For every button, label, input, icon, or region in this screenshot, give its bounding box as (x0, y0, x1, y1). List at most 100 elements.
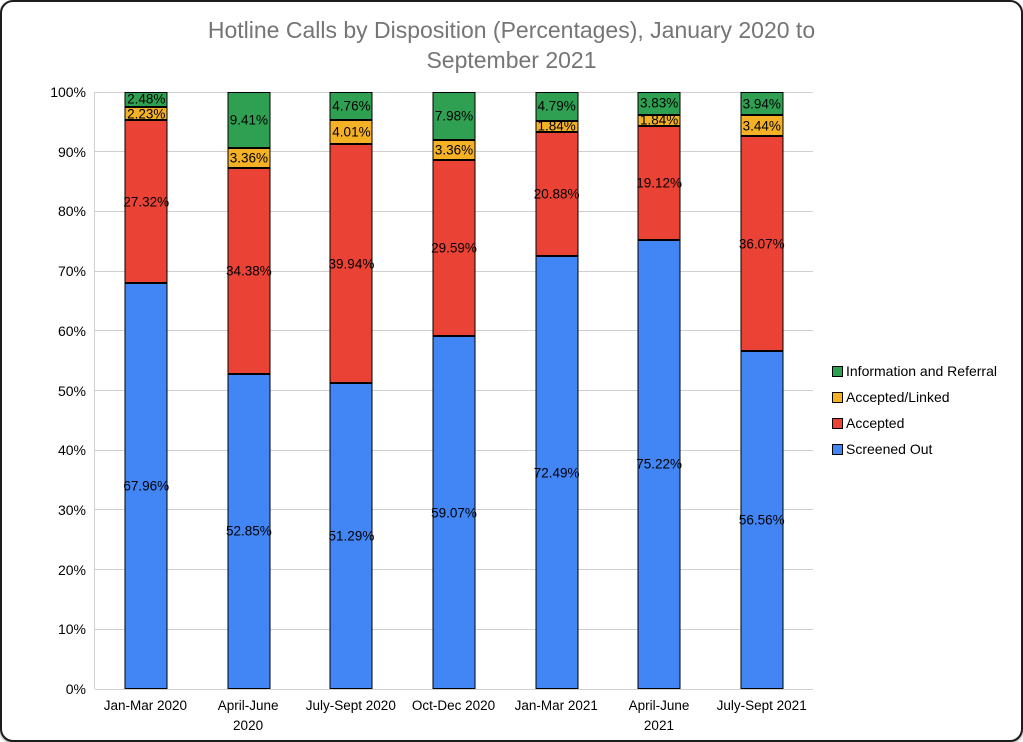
data-label: 2.23% (127, 106, 166, 122)
data-label: 20.88% (533, 186, 580, 202)
data-label: 75.22% (636, 456, 683, 472)
y-axis-tick-label: 60% (57, 322, 86, 339)
bar-slot: 56.56% 36.07% 3.44% 3.94% (710, 91, 813, 689)
bar-segment: 52.85% (225, 373, 272, 689)
data-label: 4.76% (332, 98, 371, 114)
x-axis-tick-label: Oct-Dec 2020 (411, 698, 496, 713)
data-label: 34.38% (225, 263, 272, 279)
bar-segment: 39.94% (328, 144, 375, 383)
bar-segment: 67.96% (123, 283, 170, 689)
data-label: 1.84% (640, 112, 679, 128)
gridline (95, 91, 813, 93)
data-label: 9.41% (229, 112, 268, 128)
bar-segment: 3.94% (740, 91, 784, 116)
data-label: 67.96% (123, 478, 170, 494)
bar-segment: 51.29% (328, 382, 375, 689)
bar-segment: 3.83% (637, 91, 681, 115)
plot-area: 67.96% 27.32% 2.23% 2.48% 52.85% 34.38% 3.36% 9… (94, 91, 813, 690)
legend-label: Information and Referral (846, 363, 997, 379)
x-axis-tick-label: July-Sept 2021 (716, 698, 807, 713)
bar-segment: 19.12% (636, 125, 683, 240)
bar-segment: 3.36% (432, 139, 476, 160)
stacked-bar: 51.29% 39.94% 4.01% 4.76% (328, 92, 375, 689)
data-label: 39.94% (328, 256, 375, 272)
stacked-bar: 75.22% 19.12% 1.84% 3.83% (636, 91, 683, 689)
data-label: 19.12% (636, 175, 683, 191)
stacked-bar: 67.96% 27.32% 2.23% 2.48% (123, 91, 170, 689)
stacked-bar: 59.07% 29.59% 3.36% 7.98% (431, 92, 477, 689)
bar-slot: 67.96% 27.32% 2.23% 2.48% (95, 92, 198, 689)
data-label: 56.56% (738, 512, 785, 528)
data-label: 51.29% (328, 528, 375, 544)
bar-segment: 72.49% (533, 256, 580, 689)
bar-segment: 2.48% (124, 91, 168, 107)
data-label: 27.32% (123, 194, 170, 210)
data-label: 1.84% (537, 118, 576, 134)
legend-item: Information and Referral (832, 358, 997, 384)
legend-swatch (832, 443, 843, 455)
data-label: 29.59% (431, 240, 477, 256)
data-label: 59.07% (431, 505, 477, 521)
x-axis-tick-label: April-June 2020 (217, 698, 279, 734)
x-axis-tick-label: Jan-Mar 2021 (514, 698, 598, 713)
bar-segment: 4.01% (329, 120, 373, 145)
y-axis-tick-label: 0% (65, 681, 86, 697)
y-axis-tick-label: 10% (57, 621, 86, 638)
stacked-bar: 56.56% 36.07% 3.44% 3.94% (738, 91, 785, 689)
legend-label: Screened Out (846, 441, 933, 457)
data-label: 3.36% (229, 150, 268, 166)
bar-segment: 3.36% (227, 148, 271, 169)
data-label: 4.01% (332, 124, 371, 140)
data-label: 36.07% (738, 236, 785, 252)
legend-item: Accepted (832, 410, 997, 436)
legend-item: Accepted/Linked (832, 384, 997, 410)
gridline (95, 688, 813, 690)
legend-label: Accepted (846, 415, 905, 431)
legend-item: Screened Out (832, 436, 997, 462)
x-axis-tick-label: Jan-Mar 2020 (103, 698, 187, 713)
y-axis-tick-label: 70% (57, 263, 86, 280)
bar-segment: 36.07% (738, 136, 785, 352)
bar-slot: 72.49% 20.88% 1.84% 4.79% (505, 92, 608, 689)
bar-segment: 9.41% (227, 92, 271, 149)
bar-segment: 4.76% (329, 92, 373, 121)
bar-segment: 1.84% (637, 112, 681, 128)
y-axis-tick-label: 40% (57, 442, 86, 459)
y-axis-tick-label: 50% (57, 382, 86, 399)
bar-segment: 56.56% (738, 351, 785, 689)
bar-segment: 2.23% (124, 106, 168, 122)
bar-segment: 4.79% (535, 92, 579, 121)
bar-slot: 59.07% 29.59% 3.36% 7.98% (403, 92, 506, 689)
y-axis-tick-label: 30% (57, 501, 86, 518)
legend-label: Accepted/Linked (846, 389, 950, 405)
data-label: 72.49% (533, 465, 580, 481)
bar-segment: 75.22% (636, 239, 683, 689)
legend-swatch (832, 391, 843, 403)
x-axis-tick-label: July-Sept 2020 (305, 698, 396, 713)
bar-slot: 52.85% 34.38% 3.36% 9.41% (198, 92, 301, 689)
y-axis-tick-label: 90% (57, 143, 86, 160)
bar-segment: 29.59% (431, 159, 477, 337)
bar-slot: 75.22% 19.12% 1.84% 3.83% (608, 91, 711, 689)
bars-container: 67.96% 27.32% 2.23% 2.48% 52.85% 34.38% 3.36% 9… (95, 91, 813, 689)
data-label: 7.98% (434, 108, 474, 124)
y-axis-tick-label: 100% (50, 84, 86, 100)
data-label: 52.85% (225, 523, 272, 539)
y-axis-tick-label: 80% (57, 203, 86, 220)
bar-segment: 59.07% (431, 336, 477, 689)
stacked-bar: 72.49% 20.88% 1.84% 4.79% (533, 92, 580, 689)
data-label: 3.83% (640, 95, 679, 111)
bar-slot: 51.29% 39.94% 4.01% 4.76% (300, 92, 403, 689)
legend-swatch (832, 365, 843, 377)
bar-segment: 20.88% (533, 131, 580, 257)
y-axis: 0% 10% 20% 30% 40% 50% 60% 70% 80% 90% 100% (2, 84, 86, 697)
data-label: 4.79% (537, 98, 576, 114)
data-label: 3.94% (742, 96, 781, 112)
bar-segment: 7.98% (432, 92, 476, 140)
data-label: 3.44% (742, 118, 781, 134)
bar-segment: 27.32% (123, 120, 170, 284)
legend: Information and Referral Accepted/Linked A… (832, 358, 997, 462)
stacked-bar: 52.85% 34.38% 3.36% 9.41% (225, 92, 272, 689)
data-label: 2.48% (127, 91, 166, 107)
